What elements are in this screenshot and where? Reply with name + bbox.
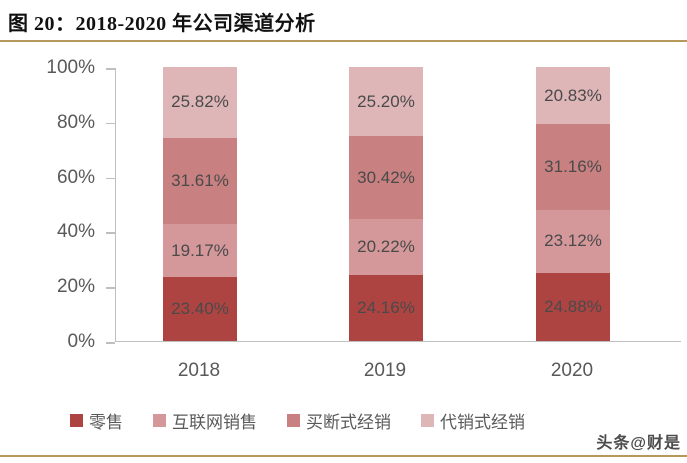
legend-item-买断式经销: 买断式经销 — [287, 408, 391, 433]
bar-segment-买断式经销: 31.16% — [536, 124, 610, 210]
bar-segment-买断式经销: 30.42% — [349, 136, 423, 220]
y-tick-label: 60% — [56, 166, 95, 188]
legend-label: 代销式经销 — [440, 413, 525, 432]
stacked-bar-2018: 23.40% 19.17% 31.61% 25.82% — [163, 67, 237, 341]
title-underline-rule — [0, 40, 687, 42]
bar-segment-代销式经销: 25.20% — [349, 67, 423, 137]
segment-data-label: 20.83% — [544, 85, 602, 105]
bar-segment-买断式经销: 31.61% — [163, 137, 237, 225]
legend: 零售 互联网销售 买断式经销 代销式经销 — [70, 408, 670, 433]
y-tick-label: 100% — [46, 57, 95, 78]
bar-segment-互联网销售: 20.22% — [349, 219, 423, 275]
y-tick-label: 20% — [56, 276, 95, 298]
y-tick-label: 0% — [67, 331, 95, 352]
bar-segment-零售: 23.40% — [163, 276, 237, 341]
stacked-bar-2020: 24.88% 23.12% 31.16% 20.83% — [536, 67, 610, 341]
y-tick-mark — [106, 232, 115, 234]
legend-item-互联网销售: 互联网销售 — [153, 408, 257, 433]
stacked-bar-2019: 24.16% 20.22% 30.42% 25.20% — [349, 67, 423, 341]
x-tick-label-2018: 2018 — [177, 360, 221, 381]
legend-item-零售: 零售 — [70, 408, 123, 433]
segment-data-label: 23.12% — [544, 231, 602, 251]
chart-title: 图 20：2018-2020 年公司渠道分析 — [8, 13, 316, 35]
legend-label: 零售 — [89, 413, 123, 432]
x-tick-label-2019: 2019 — [363, 360, 407, 381]
bar-segment-互联网销售: 23.12% — [536, 209, 610, 273]
legend-marker-icon — [287, 414, 300, 427]
legend-marker-icon — [421, 414, 434, 427]
segment-data-label: 25.20% — [357, 91, 415, 111]
segment-data-label: 31.61% — [171, 171, 229, 191]
plot-area: 23.40% 19.17% 31.61% 25.82% 24.16% 20.22% 30.4… — [115, 67, 681, 342]
y-tick-mark — [106, 342, 115, 344]
segment-data-label: 24.16% — [357, 297, 415, 317]
y-tick-label: 80% — [56, 111, 95, 133]
legend-item-代销式经销: 代销式经销 — [421, 408, 525, 433]
legend-marker-icon — [153, 414, 166, 427]
segment-data-label: 25.82% — [171, 92, 229, 112]
legend-label: 互联网销售 — [172, 413, 257, 432]
y-tick-mark — [106, 287, 115, 289]
bar-segment-代销式经销: 20.83% — [536, 67, 610, 125]
bar-segment-零售: 24.16% — [349, 274, 423, 341]
y-tick-label: 40% — [56, 221, 95, 243]
segment-data-label: 24.88% — [544, 296, 602, 316]
y-tick-mark — [106, 68, 115, 70]
segment-data-label: 30.42% — [357, 167, 415, 187]
bar-segment-代销式经销: 25.82% — [163, 67, 237, 138]
bar-segment-零售: 24.88% — [536, 272, 610, 341]
segment-data-label: 23.40% — [171, 298, 229, 318]
y-tick-mark — [106, 177, 115, 180]
bottom-rule — [0, 455, 687, 457]
segment-data-label: 19.17% — [171, 240, 229, 260]
legend-label: 买断式经销 — [306, 413, 391, 432]
legend-marker-icon — [70, 414, 83, 427]
x-tick-label-2020: 2020 — [550, 360, 594, 381]
segment-data-label: 31.16% — [544, 156, 602, 176]
watermark: 头条@财是 — [596, 435, 681, 452]
y-tick-mark — [106, 122, 115, 125]
bar-segment-互联网销售: 19.17% — [163, 224, 237, 277]
segment-data-label: 20.22% — [357, 237, 415, 257]
